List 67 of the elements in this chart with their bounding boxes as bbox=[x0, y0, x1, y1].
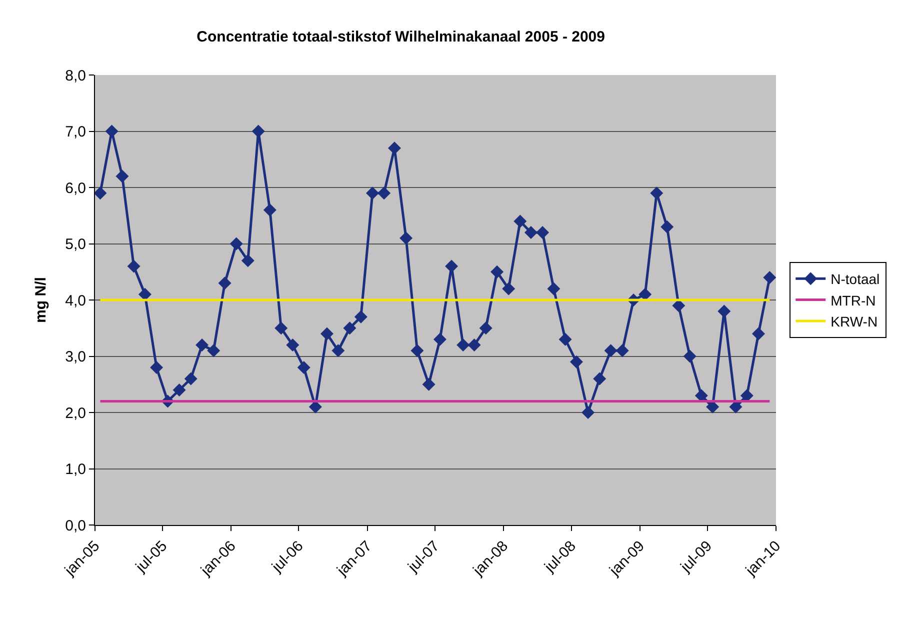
point bbox=[433, 332, 446, 346]
point bbox=[456, 338, 470, 352]
y-axis-title: mg N/l bbox=[32, 277, 50, 323]
point bbox=[105, 124, 118, 138]
point bbox=[320, 327, 334, 340]
point bbox=[274, 322, 288, 335]
legend-label: KRW-N bbox=[830, 313, 878, 330]
y-tick-label: 0,0 bbox=[65, 517, 86, 534]
legend-label: N-totaal bbox=[830, 271, 880, 288]
point bbox=[570, 355, 583, 368]
point bbox=[297, 361, 310, 374]
point bbox=[763, 271, 776, 284]
point bbox=[332, 344, 345, 358]
point bbox=[138, 288, 152, 301]
point bbox=[230, 237, 243, 250]
point bbox=[422, 378, 436, 391]
point bbox=[354, 310, 368, 324]
point bbox=[650, 186, 664, 200]
point bbox=[127, 260, 140, 273]
point bbox=[593, 372, 606, 386]
y-tick-label: 3,0 bbox=[65, 348, 86, 366]
y-tick-label: 1,0 bbox=[65, 461, 86, 478]
point bbox=[150, 361, 164, 374]
point bbox=[490, 265, 504, 278]
point bbox=[218, 276, 232, 290]
point bbox=[660, 220, 674, 234]
point bbox=[400, 232, 413, 245]
point bbox=[604, 344, 618, 358]
point bbox=[388, 142, 401, 155]
point bbox=[752, 327, 765, 340]
point bbox=[378, 186, 391, 200]
point bbox=[207, 344, 220, 358]
point bbox=[502, 282, 516, 296]
point bbox=[638, 288, 652, 301]
point bbox=[672, 299, 686, 312]
point bbox=[616, 344, 629, 358]
y-tick-label: 5,0 bbox=[65, 236, 86, 253]
point bbox=[366, 186, 379, 200]
point bbox=[241, 254, 254, 268]
y-tick-label: 4,0 bbox=[65, 292, 86, 310]
point bbox=[683, 350, 696, 363]
y-tick-label: 2,0 bbox=[65, 404, 86, 422]
point bbox=[252, 124, 265, 138]
legend-label: MTR-N bbox=[830, 292, 876, 308]
point bbox=[536, 226, 550, 239]
chart-title: Concentratie totaal-stikstof Wilhelminakanaal 2005 - 2009 bbox=[196, 28, 606, 46]
point bbox=[343, 322, 356, 335]
point bbox=[558, 332, 572, 346]
point bbox=[582, 406, 595, 419]
y-tick-label: 6,0 bbox=[65, 180, 86, 197]
point bbox=[196, 338, 209, 352]
point bbox=[286, 338, 300, 352]
y-tick-label: 8,0 bbox=[65, 67, 86, 84]
point bbox=[95, 186, 107, 200]
point bbox=[524, 226, 538, 239]
point bbox=[445, 260, 458, 273]
y-tick-label: 7,0 bbox=[65, 124, 86, 140]
point bbox=[116, 170, 129, 183]
point bbox=[479, 322, 492, 335]
point bbox=[718, 304, 731, 318]
point bbox=[172, 384, 186, 396]
point bbox=[184, 372, 198, 386]
point bbox=[263, 204, 276, 216]
point bbox=[514, 214, 527, 228]
point bbox=[468, 338, 481, 352]
point bbox=[410, 344, 424, 358]
point bbox=[547, 282, 560, 296]
